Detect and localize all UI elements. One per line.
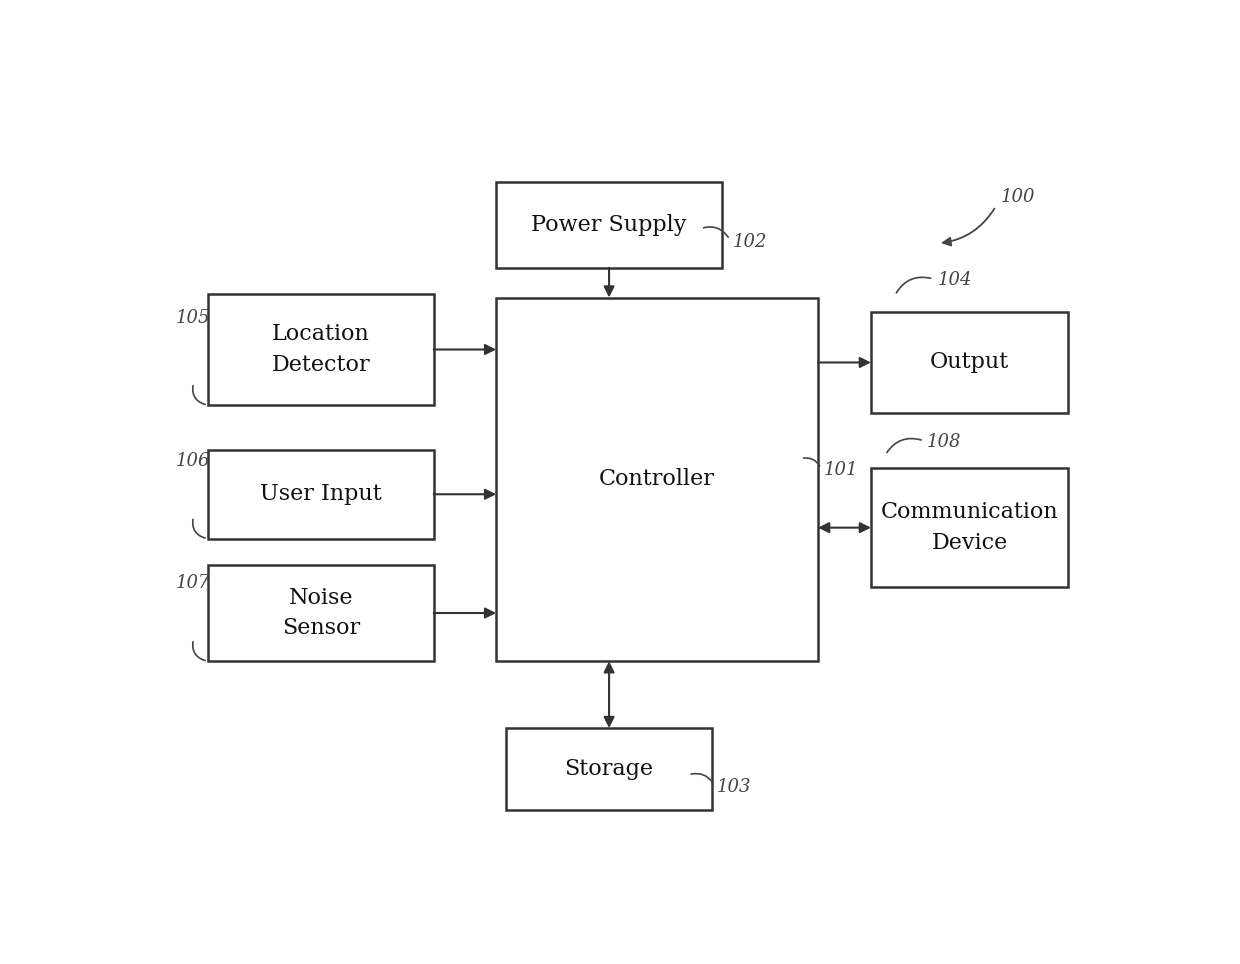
Bar — [208, 449, 434, 539]
Text: 100: 100 — [1001, 188, 1035, 206]
Bar — [506, 728, 712, 810]
Text: 106: 106 — [176, 452, 211, 469]
Text: Storage: Storage — [564, 758, 653, 780]
Bar — [870, 312, 1068, 413]
Bar — [496, 182, 722, 268]
Text: User Input: User Input — [260, 483, 382, 505]
Bar — [870, 469, 1068, 587]
Text: 104: 104 — [937, 272, 972, 289]
Text: 105: 105 — [176, 308, 211, 327]
Text: 103: 103 — [717, 779, 751, 796]
Text: Controller: Controller — [599, 469, 715, 491]
Text: Power Supply: Power Supply — [531, 214, 687, 236]
Text: 101: 101 — [823, 461, 858, 479]
Bar — [208, 565, 434, 661]
Bar — [496, 298, 818, 661]
Text: Location
Detector: Location Detector — [272, 323, 370, 376]
Text: Output: Output — [930, 352, 1009, 373]
Text: Noise
Sensor: Noise Sensor — [281, 587, 360, 639]
Text: 108: 108 — [926, 433, 961, 451]
Bar — [208, 294, 434, 405]
Text: 102: 102 — [733, 233, 768, 251]
Text: Communication
Device: Communication Device — [880, 501, 1058, 554]
Text: 107: 107 — [176, 575, 211, 592]
